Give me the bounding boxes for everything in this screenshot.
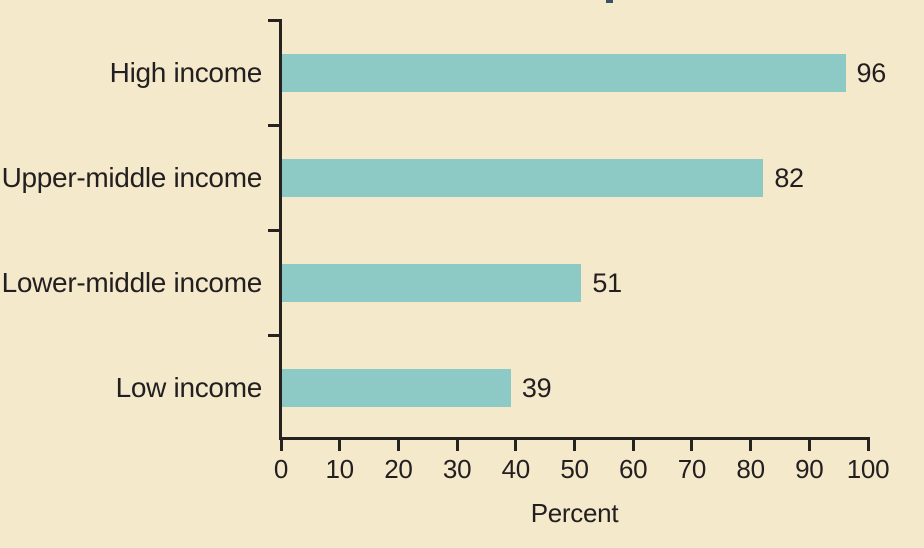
x-axis-tick bbox=[279, 440, 283, 451]
x-tick-label: 80 bbox=[736, 454, 765, 484]
bar-value-label: 39 bbox=[521, 372, 552, 403]
category-label: Upper-middle income bbox=[1, 161, 263, 193]
x-axis-line bbox=[279, 437, 870, 440]
x-axis-tick bbox=[338, 440, 342, 451]
x-tick-label: 20 bbox=[384, 454, 413, 484]
x-tick-label: 60 bbox=[619, 454, 648, 484]
y-axis-tick bbox=[268, 228, 279, 232]
x-tick-label: 100 bbox=[846, 454, 890, 484]
x-axis-tick bbox=[631, 440, 635, 451]
y-axis-top-tick bbox=[268, 19, 282, 22]
x-tick-label: 40 bbox=[501, 454, 531, 484]
y-axis-tick bbox=[268, 333, 279, 337]
x-axis-tick bbox=[514, 440, 518, 451]
x-tick-label: 50 bbox=[560, 454, 589, 484]
x-axis-tick bbox=[455, 440, 459, 451]
category-label: High income bbox=[109, 56, 263, 88]
x-tick-label: 30 bbox=[442, 454, 472, 484]
category-label: Lower-middle income bbox=[1, 266, 263, 298]
x-tick-label: 10 bbox=[325, 454, 355, 484]
x-axis-tick bbox=[396, 440, 400, 451]
x-axis-title: Percent bbox=[530, 498, 619, 528]
cropped-title-artifact bbox=[606, 0, 613, 3]
bar bbox=[282, 53, 846, 92]
bar bbox=[282, 158, 763, 197]
x-axis-tick bbox=[866, 440, 870, 451]
bar bbox=[282, 263, 581, 302]
x-tick-label: 70 bbox=[677, 454, 707, 484]
category-label: Low income bbox=[115, 371, 263, 403]
x-axis-tick bbox=[749, 440, 753, 451]
x-axis-tick bbox=[573, 440, 576, 451]
bar-value-label: 51 bbox=[592, 267, 622, 298]
y-axis-line bbox=[279, 19, 282, 440]
x-axis-tick bbox=[807, 440, 811, 451]
bar-value-label: 82 bbox=[774, 162, 804, 193]
x-tick-label: 0 bbox=[273, 454, 289, 484]
bar bbox=[282, 368, 511, 407]
x-tick-label: 90 bbox=[795, 454, 824, 484]
y-axis-tick bbox=[268, 123, 279, 127]
bar-value-label: 96 bbox=[856, 57, 887, 88]
x-axis-tick bbox=[690, 440, 694, 451]
